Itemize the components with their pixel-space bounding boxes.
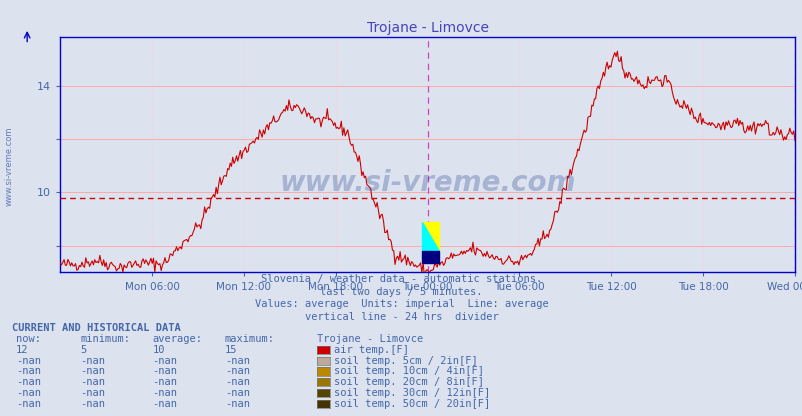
Text: soil temp. 30cm / 12in[F]: soil temp. 30cm / 12in[F] — [334, 388, 490, 398]
Text: -nan: -nan — [225, 399, 249, 409]
Text: -nan: -nan — [16, 399, 41, 409]
Text: -nan: -nan — [152, 377, 177, 387]
Text: -nan: -nan — [225, 356, 249, 366]
Text: soil temp. 5cm / 2in[F]: soil temp. 5cm / 2in[F] — [334, 356, 477, 366]
Text: minimum:: minimum: — [80, 334, 130, 344]
Text: -nan: -nan — [16, 366, 41, 376]
Text: -nan: -nan — [16, 356, 41, 366]
Text: Slovenia / weather data - automatic stations.: Slovenia / weather data - automatic stat… — [261, 274, 541, 284]
Text: air temp.[F]: air temp.[F] — [334, 345, 408, 355]
Text: -nan: -nan — [152, 356, 177, 366]
Text: 15: 15 — [225, 345, 237, 355]
Text: soil temp. 10cm / 4in[F]: soil temp. 10cm / 4in[F] — [334, 366, 484, 376]
Polygon shape — [422, 222, 438, 251]
Text: -nan: -nan — [80, 366, 105, 376]
Text: now:: now: — [16, 334, 41, 344]
Text: -nan: -nan — [152, 366, 177, 376]
Text: Values: average  Units: imperial  Line: average: Values: average Units: imperial Line: av… — [254, 300, 548, 310]
Text: CURRENT AND HISTORICAL DATA: CURRENT AND HISTORICAL DATA — [12, 323, 180, 333]
Polygon shape — [422, 222, 438, 251]
Text: 5: 5 — [80, 345, 87, 355]
Text: average:: average: — [152, 334, 202, 344]
Text: -nan: -nan — [80, 377, 105, 387]
Text: -nan: -nan — [80, 388, 105, 398]
Text: www.si-vreme.com: www.si-vreme.com — [279, 169, 575, 197]
Text: -nan: -nan — [225, 388, 249, 398]
Text: -nan: -nan — [80, 356, 105, 366]
Text: www.si-vreme.com: www.si-vreme.com — [5, 126, 14, 206]
Text: -nan: -nan — [225, 366, 249, 376]
Text: -nan: -nan — [152, 388, 177, 398]
Text: 10: 10 — [152, 345, 165, 355]
Text: soil temp. 50cm / 20in[F]: soil temp. 50cm / 20in[F] — [334, 399, 490, 409]
Polygon shape — [422, 251, 438, 263]
Text: Trojane - Limovce: Trojane - Limovce — [317, 334, 423, 344]
Text: maximum:: maximum: — [225, 334, 274, 344]
Text: -nan: -nan — [152, 399, 177, 409]
Text: -nan: -nan — [16, 388, 41, 398]
Text: -nan: -nan — [16, 377, 41, 387]
Text: -nan: -nan — [80, 399, 105, 409]
Text: vertical line - 24 hrs  divider: vertical line - 24 hrs divider — [304, 312, 498, 322]
Text: soil temp. 20cm / 8in[F]: soil temp. 20cm / 8in[F] — [334, 377, 484, 387]
Text: -nan: -nan — [225, 377, 249, 387]
Title: Trojane - Limovce: Trojane - Limovce — [367, 21, 488, 35]
Text: last two days / 5 minutes.: last two days / 5 minutes. — [320, 287, 482, 297]
Text: 12: 12 — [16, 345, 29, 355]
